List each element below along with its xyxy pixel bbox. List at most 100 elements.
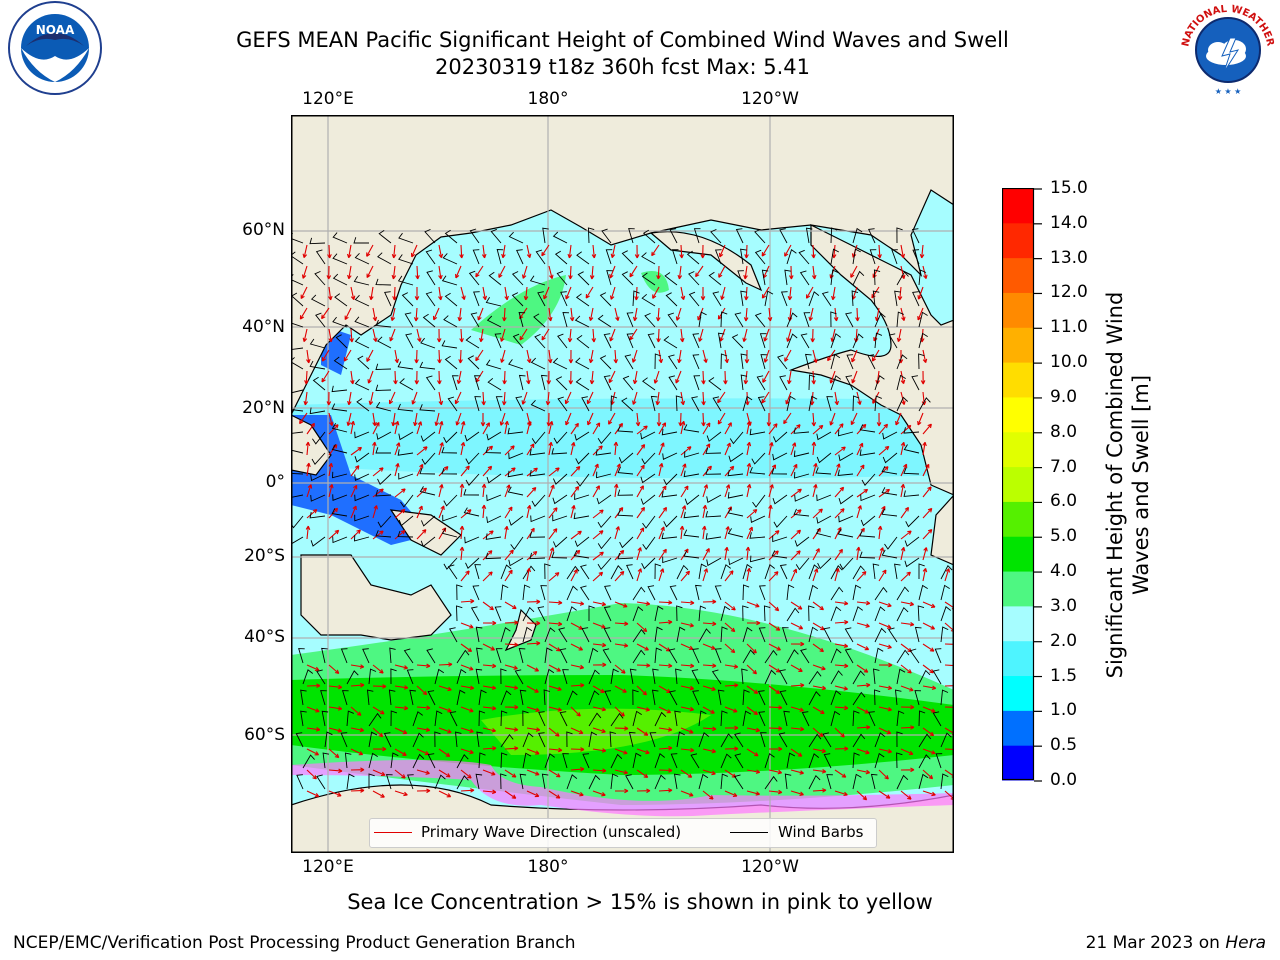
wind-barb xyxy=(500,626,511,643)
wind-barb xyxy=(500,773,507,790)
wind-barb xyxy=(873,269,881,286)
wave-direction-arrow xyxy=(701,412,706,427)
wave-direction-arrow xyxy=(565,286,572,300)
wave-direction-arrow xyxy=(878,423,889,435)
wind-barb xyxy=(642,377,656,391)
wind-barb xyxy=(830,710,841,727)
wave-direction-arrow xyxy=(834,727,845,738)
wave-direction-arrow xyxy=(701,391,706,406)
wind-barb xyxy=(508,452,524,460)
wave-direction-arrow xyxy=(592,790,606,797)
wave-direction-arrow xyxy=(768,550,779,561)
wind-barb xyxy=(522,626,533,643)
wave-direction-arrow xyxy=(680,769,693,778)
wind-barb xyxy=(625,774,634,790)
wave-direction-arrow xyxy=(787,370,792,385)
wind-barb xyxy=(579,564,590,580)
wind-barb xyxy=(837,528,854,538)
wind-barb xyxy=(786,607,800,622)
wave-direction-arrow xyxy=(856,643,870,651)
wave-direction-arrow xyxy=(790,424,801,435)
wind-barb xyxy=(576,335,590,349)
wind-barb xyxy=(727,528,744,538)
wave-direction-arrow xyxy=(922,622,936,630)
wave-patch-north-2 xyxy=(641,271,669,293)
wind-barb xyxy=(390,752,399,769)
wave-direction-arrow xyxy=(504,525,509,540)
wind-barb xyxy=(401,292,414,307)
wave-direction-arrow xyxy=(548,747,563,753)
wave-direction-arrow xyxy=(548,420,554,435)
wind-barb xyxy=(495,396,503,412)
wave-direction-arrow xyxy=(350,767,365,773)
wind-barb xyxy=(389,647,396,664)
wave-direction-arrow xyxy=(812,706,825,715)
wind-barb xyxy=(838,429,854,437)
wind-barb xyxy=(444,355,458,370)
wave-direction-arrow xyxy=(591,328,597,343)
wind-barb xyxy=(896,710,905,727)
colorbar-tick-label: 11.0 xyxy=(1050,317,1088,338)
wind-barb xyxy=(786,752,796,769)
colorbar-cell xyxy=(1002,501,1034,537)
wind-barb xyxy=(312,376,326,391)
wind-barb xyxy=(664,272,678,286)
wind-barb xyxy=(710,228,722,244)
lat-label-20n: 20°N xyxy=(242,398,285,418)
wave-direction-arrow xyxy=(482,705,497,711)
wind-barb xyxy=(559,711,568,727)
wave-direction-arrow xyxy=(410,244,418,258)
wind-barb xyxy=(554,250,568,265)
colorbar-cell xyxy=(1002,745,1034,781)
wave-direction-arrow xyxy=(614,788,629,794)
wave-direction-arrow xyxy=(768,643,781,651)
wind-barb xyxy=(830,269,839,286)
wind-barb xyxy=(398,431,414,441)
wind-barb xyxy=(852,606,863,622)
wind-barb xyxy=(760,354,768,370)
wind-barb xyxy=(896,606,909,622)
wave-direction-arrow xyxy=(482,727,496,733)
wind-barb xyxy=(642,536,656,550)
wind-barb xyxy=(673,773,681,790)
wave-direction-arrow xyxy=(768,705,783,710)
wave-direction-arrow xyxy=(790,790,804,796)
wind-barb xyxy=(909,648,920,664)
wave-direction-arrow xyxy=(300,286,308,300)
wave-direction-arrow xyxy=(482,445,494,456)
wave-direction-arrow xyxy=(834,568,840,582)
wave-direction-arrow xyxy=(481,391,486,406)
wind-barb xyxy=(332,232,348,244)
wind-barb xyxy=(309,360,326,370)
wind-barb xyxy=(529,552,546,560)
wave-direction-arrow xyxy=(479,328,484,343)
wave-direction-arrow xyxy=(724,546,729,561)
wave-direction-arrow xyxy=(526,769,540,776)
wind-barb xyxy=(544,563,551,580)
lon-label-bottom-120e: 120°E xyxy=(302,857,354,877)
wave-direction-arrow xyxy=(614,643,629,648)
wave-direction-arrow xyxy=(414,370,420,385)
wind-barb xyxy=(610,753,623,769)
wind-barb xyxy=(874,312,886,328)
wave-direction-arrow xyxy=(851,370,858,384)
svg-text:★ ★ ★: ★ ★ ★ xyxy=(1215,87,1242,96)
wave-direction-arrow xyxy=(306,484,313,498)
wave-direction-arrow xyxy=(482,789,497,795)
wave-direction-arrow xyxy=(350,465,360,477)
wave-direction-arrow xyxy=(526,599,541,605)
wave-direction-arrow xyxy=(460,509,472,519)
wave-direction-arrow xyxy=(394,488,406,498)
wind-barb xyxy=(683,511,700,519)
wave-direction-arrow xyxy=(394,748,407,756)
wave-direction-arrow xyxy=(746,483,752,498)
colorbar-cell xyxy=(1002,710,1034,746)
wind-barb xyxy=(815,527,832,538)
wind-barb xyxy=(522,584,531,601)
wind-barb xyxy=(354,494,370,502)
wind-barb xyxy=(522,710,529,727)
wind-barb xyxy=(881,465,898,475)
wind-barb xyxy=(852,710,860,727)
wind-barb xyxy=(441,275,458,286)
wave-direction-arrow xyxy=(810,328,815,343)
